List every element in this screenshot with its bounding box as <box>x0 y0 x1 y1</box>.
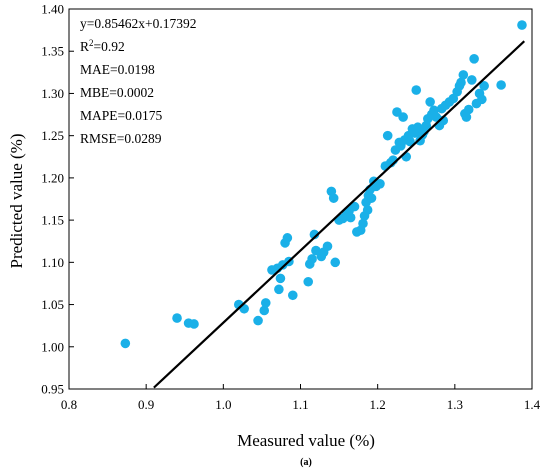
rmse-stat: RMSE=0.0289 <box>80 131 162 146</box>
x-tick-label: 1.2 <box>370 397 386 412</box>
data-point <box>330 257 341 268</box>
data-point <box>259 305 270 316</box>
data-point <box>382 130 393 141</box>
data-point <box>274 284 284 295</box>
data-point <box>282 233 293 243</box>
x-tick-label: 1.1 <box>292 397 308 412</box>
data-point <box>287 290 298 301</box>
r-squared: R2=0.92 <box>80 38 125 54</box>
data-point <box>120 338 131 349</box>
r-squared-prefix: R <box>80 39 89 54</box>
r-squared-value: =0.92 <box>94 39 125 54</box>
data-point <box>463 104 474 115</box>
x-axis-title: Measured value (%) <box>237 431 375 450</box>
data-points <box>120 20 527 349</box>
x-tick-label: 1.0 <box>215 397 231 412</box>
data-point <box>461 112 472 122</box>
y-axis-title: Predicted value (%) <box>7 134 26 269</box>
data-point <box>309 229 320 240</box>
data-point <box>411 85 422 95</box>
x-axis-ticks: 0.8 0.9 1.0 1.1 1.2 1.3 1.4 <box>61 384 541 412</box>
data-point <box>358 218 368 229</box>
data-point <box>477 94 487 105</box>
mae-stat: MAE=0.0198 <box>80 62 155 77</box>
x-tick-label: 0.9 <box>138 397 154 412</box>
data-point <box>467 75 477 85</box>
y-tick-label: 1.25 <box>41 128 64 143</box>
data-point <box>398 112 408 122</box>
y-axis-ticks: 0.95 1.00 1.05 1.10 1.15 1.20 1.25 1.30 1.35 1.40 <box>41 2 74 397</box>
data-point <box>366 193 377 203</box>
data-point <box>496 80 506 90</box>
y-tick-label: 1.15 <box>41 213 64 228</box>
y-tick-label: 0.95 <box>41 382 64 397</box>
regression-line <box>153 40 526 389</box>
data-point <box>349 201 360 212</box>
regression-equation: y=0.85462x+0.17392 <box>80 16 196 31</box>
y-tick-label: 1.20 <box>41 170 64 185</box>
stats-box: y=0.85462x+0.17392 R2=0.92 MAE=0.0198 MB… <box>80 16 196 146</box>
data-point <box>517 20 527 30</box>
data-point <box>253 315 263 326</box>
y-tick-label: 1.40 <box>41 2 64 17</box>
y-tick-label: 1.35 <box>41 44 64 59</box>
data-point <box>172 313 182 323</box>
data-point <box>479 81 489 91</box>
y-tick-label: 1.00 <box>41 339 64 354</box>
x-tick-label: 0.8 <box>61 397 77 412</box>
data-point <box>375 179 385 189</box>
mape-stat: MAPE=0.0175 <box>80 108 162 123</box>
data-point <box>425 97 435 107</box>
data-point <box>328 193 339 203</box>
x-tick-label: 1.4 <box>524 397 541 412</box>
data-point <box>275 273 286 284</box>
data-point <box>260 298 271 308</box>
data-point <box>469 54 479 64</box>
r-squared-superscript: 2 <box>89 38 94 48</box>
data-point <box>303 276 314 287</box>
x-tick-label: 1.3 <box>447 397 463 412</box>
figure-caption: (a) <box>300 457 312 468</box>
y-tick-label: 1.30 <box>41 86 64 101</box>
data-point <box>307 254 317 264</box>
data-point <box>189 319 199 329</box>
data-point <box>458 70 469 80</box>
data-point <box>345 212 356 223</box>
mbe-stat: MBE=0.0002 <box>80 85 154 100</box>
data-point <box>322 241 333 252</box>
data-point <box>456 77 466 88</box>
y-tick-label: 1.10 <box>41 255 64 270</box>
data-point <box>405 136 415 147</box>
y-tick-label: 1.05 <box>41 297 64 312</box>
data-point <box>362 205 373 215</box>
